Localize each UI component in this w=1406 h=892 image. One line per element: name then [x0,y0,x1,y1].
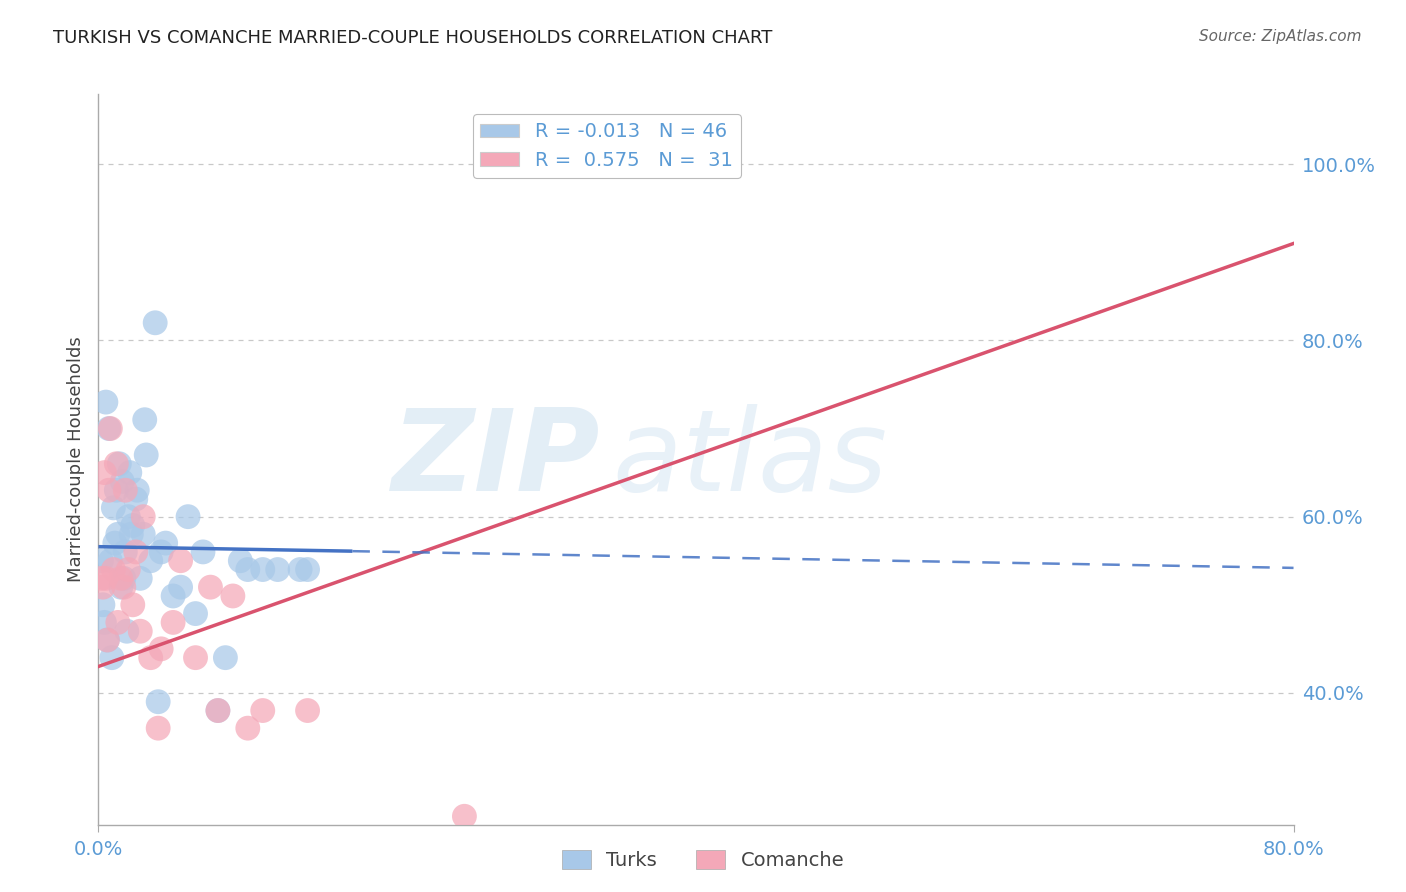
Point [105,457,128,471]
Point [135,448,157,462]
Point [98,554,122,568]
Point [453,809,475,823]
Point [150,545,173,559]
Point [115,624,138,639]
Point [207,704,229,718]
Point [118,466,141,480]
Point [191,545,214,559]
Point [139,554,162,568]
Point [162,615,184,630]
Point [236,562,259,576]
Point [117,562,139,576]
Point [267,562,290,576]
Point [148,721,170,735]
Point [110,571,132,585]
Point [93,466,115,480]
Point [117,509,139,524]
Point [93,615,115,630]
Point [103,500,125,515]
Point [184,650,207,665]
Point [252,704,274,718]
Text: atlas: atlas [613,404,887,515]
Point [101,650,124,665]
Point [114,545,136,559]
Point [94,571,117,585]
Point [127,483,149,498]
Point [108,457,131,471]
Point [121,598,143,612]
Point [148,695,170,709]
Point [97,483,120,498]
Point [297,704,319,718]
Point [184,607,207,621]
Point [297,562,319,576]
Point [129,624,152,639]
Point [236,721,259,735]
Point [134,413,156,427]
Point [252,562,274,576]
Point [103,562,125,576]
Legend: R = -0.013   N = 46, R =  0.575   N =  31: R = -0.013 N = 46, R = 0.575 N = 31 [472,114,741,178]
Point [200,580,222,594]
Point [169,580,191,594]
Text: TURKISH VS COMANCHE MARRIED-COUPLE HOUSEHOLDS CORRELATION CHART: TURKISH VS COMANCHE MARRIED-COUPLE HOUSE… [53,29,773,46]
Point [90,571,112,585]
Point [114,483,136,498]
Point [121,518,143,533]
Point [98,421,122,435]
Point [143,316,166,330]
Point [155,536,177,550]
Point [132,509,155,524]
Point [177,509,200,524]
Y-axis label: Married-couple Households: Married-couple Households [66,336,84,582]
Point [91,580,114,594]
Text: Source: ZipAtlas.com: Source: ZipAtlas.com [1198,29,1361,44]
Point [120,527,142,541]
Point [90,554,112,568]
Point [139,650,162,665]
Point [150,641,173,656]
Point [129,571,152,585]
Point [96,633,118,648]
Point [96,633,118,648]
Point [111,475,134,489]
Point [104,536,127,550]
Point [112,571,135,585]
Point [125,545,148,559]
Point [112,580,135,594]
Point [110,580,132,594]
Point [107,527,129,541]
Point [91,598,114,612]
Legend: Turks, Comanche: Turks, Comanche [554,842,852,878]
Point [97,421,120,435]
Point [94,395,117,409]
Point [162,589,184,603]
Point [222,589,245,603]
Point [105,483,128,498]
Point [229,554,252,568]
Point [132,527,155,541]
Text: ZIP: ZIP [392,404,600,515]
Point [214,650,236,665]
Point [207,704,229,718]
Point [125,491,148,506]
Point [169,554,191,568]
Point [288,562,311,576]
Point [107,615,129,630]
